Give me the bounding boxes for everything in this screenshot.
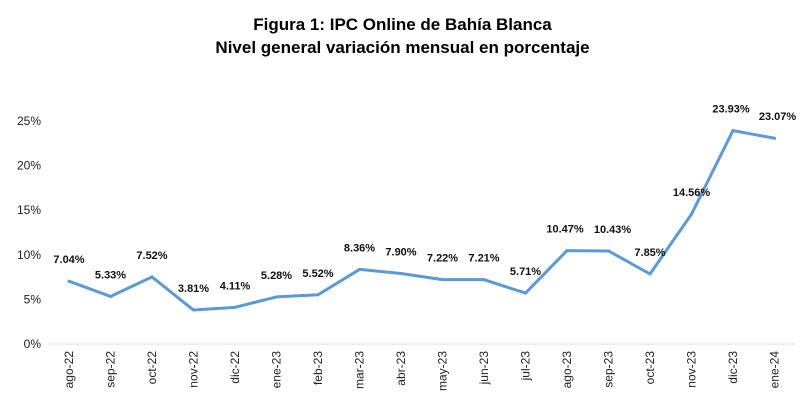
data-point xyxy=(441,278,444,282)
data-label: 7.22% xyxy=(427,253,458,265)
data-point xyxy=(67,279,71,283)
data-label: 7.85% xyxy=(634,247,665,259)
data-point xyxy=(316,293,320,297)
data-point xyxy=(648,272,652,276)
x-tick-label: oct-23 xyxy=(643,351,657,385)
y-tick-label: 25% xyxy=(17,114,41,128)
data-point xyxy=(233,305,237,309)
y-tick-label: 15% xyxy=(17,203,41,217)
data-point xyxy=(773,136,776,140)
data-label: 10.43% xyxy=(594,224,632,236)
y-tick-label: 0% xyxy=(24,337,42,351)
data-label: 8.36% xyxy=(344,242,375,254)
y-tick-label: 10% xyxy=(17,248,41,262)
data-point xyxy=(565,249,569,253)
x-tick-label: sep-23 xyxy=(602,351,616,388)
data-label: 7.52% xyxy=(136,250,167,262)
data-point xyxy=(524,291,527,295)
data-label: 7.04% xyxy=(53,254,84,266)
chart-subtitle: Nivel general variación mensual en porce… xyxy=(215,38,590,57)
x-tick-label: jun-23 xyxy=(477,351,491,386)
x-tick-label: dic-22 xyxy=(228,351,242,384)
data-point xyxy=(109,294,112,298)
x-tick-label: dic-23 xyxy=(726,351,740,384)
data-label: 23.07% xyxy=(759,111,797,123)
data-label: 10.47% xyxy=(546,224,584,236)
x-tick-label: ene-23 xyxy=(270,351,284,389)
data-point xyxy=(275,295,278,299)
data-label: 14.56% xyxy=(673,187,711,199)
y-tick-label: 5% xyxy=(24,292,42,306)
data-point xyxy=(150,275,154,279)
data-label: 7.21% xyxy=(468,253,499,265)
data-label: 5.71% xyxy=(510,266,541,278)
x-tick-label: mar-23 xyxy=(353,351,367,389)
data-label: 5.33% xyxy=(95,269,126,281)
data-point xyxy=(399,272,403,276)
x-tick-label: feb-23 xyxy=(311,351,325,385)
x-tick-label: ago-23 xyxy=(560,351,574,389)
data-label: 23.93% xyxy=(712,104,750,116)
data-label: 4.11% xyxy=(220,280,251,292)
data-point xyxy=(358,267,361,271)
data-point xyxy=(690,212,693,216)
data-label: 7.90% xyxy=(385,247,416,259)
x-tick-label: abr-23 xyxy=(394,351,408,386)
x-tick-label: nov-22 xyxy=(187,351,201,388)
y-tick-label: 20% xyxy=(17,159,41,173)
x-tick-label: may-23 xyxy=(436,351,450,391)
chart-title: Figura 1: IPC Online de Bahía Blanca xyxy=(253,15,552,34)
data-point xyxy=(482,278,486,282)
data-label: 5.28% xyxy=(261,270,292,282)
x-tick-label: nov-23 xyxy=(685,351,699,388)
x-tick-label: jul-23 xyxy=(519,351,533,382)
data-point xyxy=(607,249,610,253)
series-line xyxy=(67,129,776,312)
x-tick-label: ago-22 xyxy=(62,351,76,389)
data-point xyxy=(192,308,195,312)
data-point xyxy=(731,129,735,133)
data-label: 3.81% xyxy=(178,283,209,295)
x-tick-label: oct-22 xyxy=(145,351,159,385)
x-tick-label: sep-22 xyxy=(104,351,118,388)
data-label: 5.52% xyxy=(302,268,333,280)
x-tick-label: ene-24 xyxy=(768,351,782,389)
